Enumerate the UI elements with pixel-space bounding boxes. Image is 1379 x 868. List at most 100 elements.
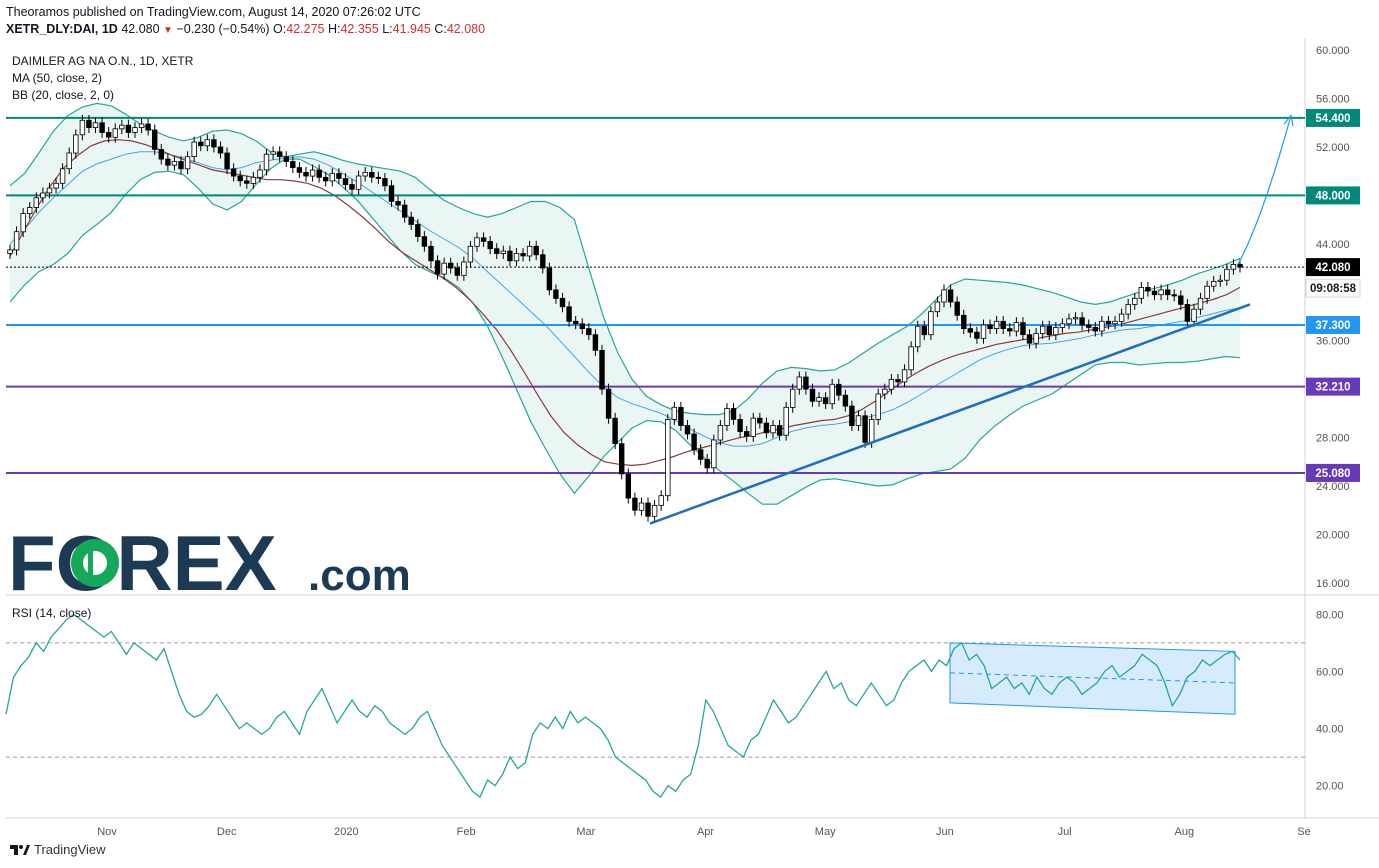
candle [283,156,289,162]
candle [33,197,39,208]
candle [217,146,224,154]
candle [493,248,500,254]
projection-arrow-head [1283,114,1294,127]
candle [980,324,987,339]
candle [375,176,382,179]
candle [540,254,546,269]
candle [619,443,625,475]
candle [204,139,210,147]
level-badge [1306,463,1360,482]
down-arrow-icon: ▼ [163,25,173,36]
candle [1000,320,1006,329]
candle [573,320,579,325]
candle [776,425,783,436]
ohlc-line: XETR_DLY:DAI, 1D 42.080 ▼ −0.230 (−0.54%… [6,22,485,36]
candle [684,425,691,435]
tradingview-footer[interactable]: TradingView [10,842,106,857]
last-price-label: 42.080 [1315,262,1350,274]
price-tick-label: 20.000 [1316,529,1350,541]
legend-ma[interactable]: MA (50, close, 2) [12,71,103,85]
candle [1118,313,1125,322]
candle [1092,326,1098,332]
candle [1197,297,1204,310]
candle [1211,280,1217,287]
candle [244,180,250,184]
candle [1020,322,1026,336]
candle [1224,268,1230,281]
time-tick-label: Se [1297,826,1310,838]
candle [1040,325,1046,334]
open-value: 42.275 [286,22,325,36]
time-tick-label: Mar [576,826,595,838]
candle [151,129,158,150]
candle [125,124,132,133]
candle [230,168,237,177]
candle [737,418,743,432]
candle [790,388,796,408]
legend-bb[interactable]: BB (20, close, 2, 0) [12,88,115,102]
candle [59,168,66,184]
level-label: 48.000 [1315,190,1350,202]
candle [1217,279,1223,282]
countdown-label: 09:08:58 [1310,283,1357,295]
low-value: 41.945 [392,22,431,36]
candle [362,171,368,177]
candle [993,320,1000,329]
rsi-tick-label: 40.00 [1316,724,1344,736]
candle [303,171,309,177]
candle [836,383,842,396]
candle [415,224,421,238]
rsi-tick-label: 80.00 [1316,609,1344,621]
time-tick-label: Aug [1175,826,1195,838]
candle [651,504,658,517]
candle [744,431,750,437]
legend-rsi[interactable]: RSI (14, close) [12,606,92,620]
candle [559,297,566,308]
candle [1138,286,1144,299]
candle [809,388,816,402]
time-tick-label: Jul [1058,826,1072,838]
candle [1013,322,1020,332]
candle [882,388,888,395]
candle [954,301,960,316]
candle [171,161,178,166]
candle [184,156,191,170]
candle [862,415,868,443]
rsi-tick-label: 20.00 [1316,781,1344,793]
candle [336,173,342,179]
candle [875,393,881,420]
publisher-line: Theoramos published on TradingView.com, … [6,5,421,19]
level-badge [1306,108,1360,127]
rsi-line [5,613,1241,799]
candle [711,439,717,469]
candle [842,394,849,407]
price-tick-label: 36.000 [1316,336,1350,348]
candle [1191,308,1197,322]
price-tick-label: 28.000 [1316,433,1350,445]
candle [507,250,513,262]
candle [99,122,105,133]
rsi-channel [949,642,1236,715]
last-price: 42.080 [121,22,160,36]
candle [822,397,829,405]
candle [349,184,355,190]
candle [1059,323,1066,328]
candle [263,153,270,171]
price-tick-label: 56.000 [1316,94,1350,106]
candle [941,289,947,303]
candle [928,311,934,336]
candle [526,245,533,257]
candle [757,417,763,424]
level-label: 54.400 [1315,113,1350,125]
candle [730,408,737,420]
candle [132,127,138,133]
candle [106,131,112,138]
legend-title[interactable]: DAIMLER AG NA O.N., 1D, XETR [12,54,194,68]
time-tick-label: Dec [217,826,237,838]
symbol-label: XETR_DLY:DAI, 1D [6,22,118,36]
candle [1158,289,1164,296]
candle [1086,324,1092,328]
candle [145,123,151,131]
candle [13,231,20,251]
